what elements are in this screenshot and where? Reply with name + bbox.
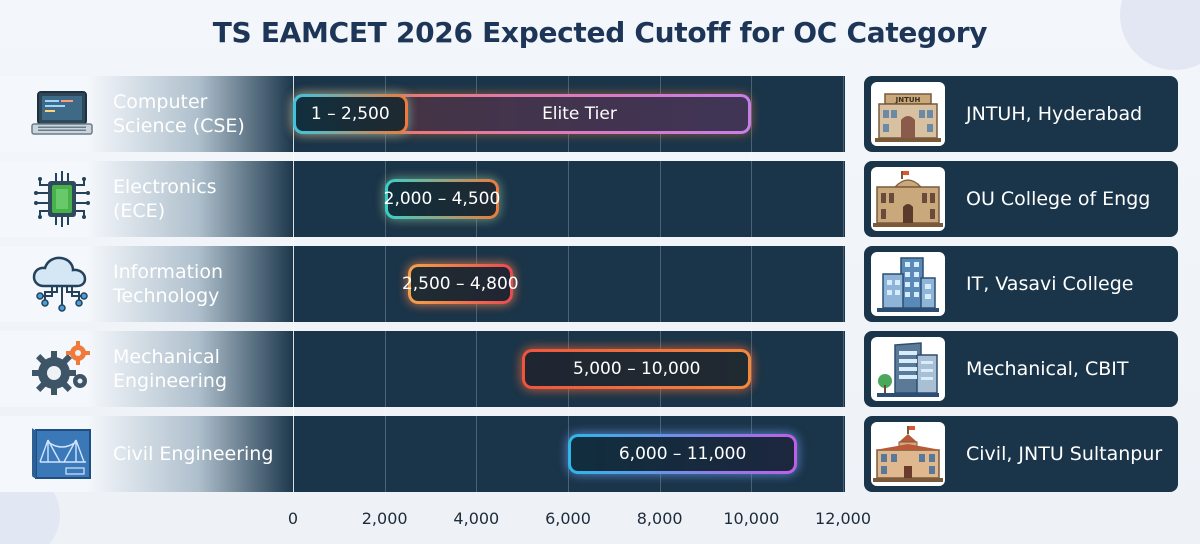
chart-title: TS EAMCET 2026 Expected Cutoff for OC Ca… xyxy=(212,16,988,49)
college-name: Civil, JNTU Sultanpur xyxy=(966,443,1163,465)
college-name: OU College of Engg xyxy=(966,188,1151,210)
cloud-network-icon xyxy=(26,252,98,316)
chip-icon xyxy=(26,167,98,231)
bridge-blueprint-icon xyxy=(26,422,98,486)
category-label-line: Computer xyxy=(113,91,208,113)
category-label: Mechanical Engineering xyxy=(113,345,293,393)
college-name: Mechanical, CBIT xyxy=(966,358,1129,380)
cbit-building-icon xyxy=(871,337,945,401)
tier-bar-1: Elite Tier xyxy=(293,94,751,134)
range-bar-1: 1 – 2,500 xyxy=(293,94,408,134)
gears-icon xyxy=(26,337,98,401)
range-bar-4: 5,000 – 10,000 xyxy=(522,349,751,389)
tier-label: Elite Tier xyxy=(542,104,617,124)
college-card-4: Mechanical, CBIT xyxy=(864,331,1178,407)
category-label-line: Mechanical xyxy=(113,346,220,368)
laptop-icon xyxy=(26,82,98,146)
category-label-line: Civil Engineering xyxy=(113,443,274,465)
gridline xyxy=(659,76,661,493)
category-label-line: (ECE) xyxy=(113,200,166,222)
x-tick-label: 10,000 xyxy=(723,509,780,528)
x-tick-label: 4,000 xyxy=(453,509,500,528)
x-tick-label: 6,000 xyxy=(545,509,591,528)
category-label-line: Science (CSE) xyxy=(113,115,245,137)
ou-building-icon xyxy=(871,167,945,231)
gridline xyxy=(568,76,569,493)
category-label-line: Electronics xyxy=(113,176,217,198)
gridline xyxy=(843,76,844,493)
range-label: 5,000 – 10,000 xyxy=(573,359,701,379)
range-label: 2,500 – 4,800 xyxy=(401,274,519,294)
category-label-line: Engineering xyxy=(113,370,227,392)
gridline xyxy=(751,76,753,493)
college-card-3: IT, Vasavi College xyxy=(864,246,1178,322)
x-tick-label: 12,000 xyxy=(815,509,871,528)
x-tick-label: 0 xyxy=(287,509,299,528)
x-tick-label: 8,000 xyxy=(636,509,683,528)
college-card-2: OU College of Engg xyxy=(864,161,1178,237)
sultanpur-building-icon xyxy=(871,422,945,486)
category-label: Information Technology xyxy=(113,260,293,308)
college-name: IT, Vasavi College xyxy=(966,273,1134,295)
range-label: 1 – 2,500 xyxy=(310,104,390,124)
jntuh-building-icon: JNTUH xyxy=(871,82,945,146)
college-card-5: Civil, JNTU Sultanpur xyxy=(864,416,1178,492)
building-sign-jntuh: JNTUH xyxy=(895,96,921,104)
category-label: Electronics (ECE) xyxy=(113,175,293,223)
range-bar-2: 2,000 – 4,500 xyxy=(383,179,501,219)
category-label-line: Technology xyxy=(113,285,220,307)
range-bar-5: 6,000 – 11,000 xyxy=(568,434,797,474)
vasavi-building-icon xyxy=(871,252,945,316)
zero-axis-line xyxy=(293,76,294,493)
college-card-1: JNTUH JNTUH, Hyderabad xyxy=(864,76,1178,152)
range-bar-3: 2,500 – 4,800 xyxy=(402,264,519,304)
range-label: 2,000 – 4,500 xyxy=(383,189,501,209)
category-label: Computer Science (CSE) xyxy=(113,90,293,138)
category-label: Civil Engineering xyxy=(113,442,293,466)
range-label: 6,000 – 11,000 xyxy=(618,444,747,464)
category-label-line: Information xyxy=(113,261,223,283)
x-tick-label: 2,000 xyxy=(361,509,408,528)
gridline xyxy=(384,76,386,493)
college-name: JNTUH, Hyderabad xyxy=(966,103,1143,125)
